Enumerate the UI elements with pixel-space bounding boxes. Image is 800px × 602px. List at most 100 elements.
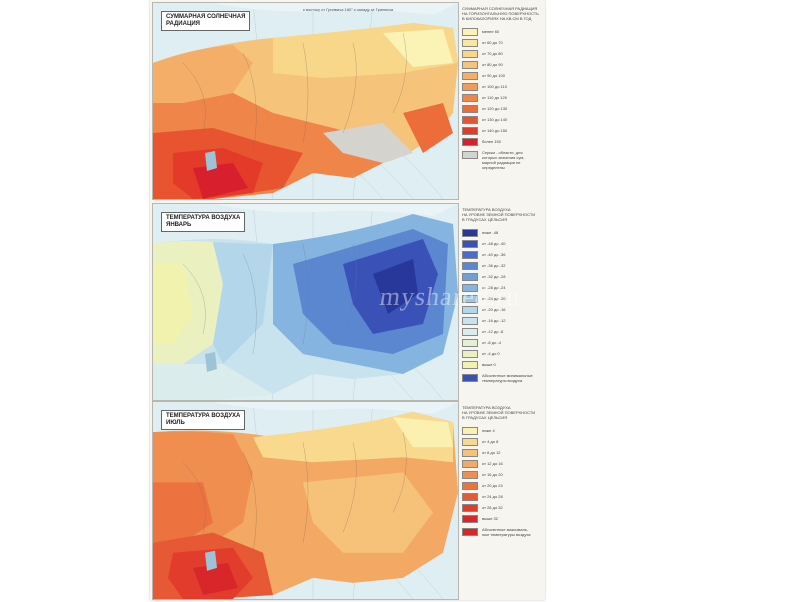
legend-label: более 150 <box>482 139 501 144</box>
legend-item: от -48 до -40 <box>462 239 542 248</box>
legend-swatch <box>462 349 478 358</box>
atlas-page: СУММАРНАЯ СОЛНЕЧНАЯ РАДИАЦИЯ к востоку о… <box>150 0 545 600</box>
legend-label: от 20 до 24 <box>482 483 503 488</box>
legend-item: выше 32 <box>462 514 542 523</box>
legend-label: от 100 до 110 <box>482 84 507 89</box>
panel-solar-radiation: СУММАРНАЯ СОЛНЕЧНАЯ РАДИАЦИЯ к востоку о… <box>150 2 545 200</box>
legend-item: от -28 до -24 <box>462 283 542 292</box>
legend-note: Серым - области, для которых значения су… <box>462 150 542 170</box>
legend-note-line: температуры воздуха <box>482 378 523 383</box>
legend-swatch <box>462 437 478 446</box>
legend-label: от -24 до -20 <box>482 296 506 301</box>
legend-note-swatch <box>462 151 478 159</box>
map-title-line: ЯНВАРЬ <box>166 222 192 228</box>
legend-heading: Суммарная солнечная радиация на горизонт… <box>462 6 542 21</box>
legend-swatch <box>462 137 478 146</box>
legend-heading: Температура воздуха на уровне земной пов… <box>462 207 542 222</box>
legend-label: от 4 до 8 <box>482 439 499 444</box>
legend-heading-line: в градусах Цельсия <box>462 415 508 420</box>
legend-item: выше 0 <box>462 360 542 369</box>
legend-swatch <box>462 60 478 69</box>
legend-item: от 16 до 20 <box>462 470 542 479</box>
legend-item: более 150 <box>462 137 542 146</box>
legend-label: от -36 до -32 <box>482 263 506 268</box>
legend-label: выше 32 <box>482 516 498 521</box>
january-map-graphic <box>153 204 458 400</box>
legend-swatch <box>462 38 478 47</box>
legend-swatch <box>462 294 478 303</box>
legend-item: от -8 до -4 <box>462 338 542 347</box>
legend-note-line: которых значения сум- <box>482 155 525 160</box>
legend-item: от -24 до -20 <box>462 294 542 303</box>
legend-label: от 70 до 80 <box>482 51 503 56</box>
legend-swatch <box>462 492 478 501</box>
legend-item: от -40 до -36 <box>462 250 542 259</box>
legend-rows: ниже -48 от -48 до -40 от -40 до -36 от -36… <box>462 228 542 369</box>
legend-label: от 8 до 12 <box>482 450 501 455</box>
legend-label: от -28 до -24 <box>482 285 506 290</box>
map-title-line: РАДИАЦИЯ <box>166 21 200 27</box>
legend-item: от 28 до 32 <box>462 503 542 512</box>
legend-heading-line: на горизонтальную поверхность <box>462 11 539 16</box>
legend-note-swatch <box>462 374 478 382</box>
january-legend: Температура воздуха на уровне земной пов… <box>462 207 542 403</box>
legend-item: от 110 до 120 <box>462 93 542 102</box>
legend-swatch <box>462 338 478 347</box>
legend-heading-line: Температура воздуха <box>462 207 511 212</box>
legend-item: от -12 до -8 <box>462 327 542 336</box>
legend-swatch <box>462 239 478 248</box>
legend-item: от -16 до -12 <box>462 316 542 325</box>
legend-swatch <box>462 82 478 91</box>
legend-note-line: определены <box>482 165 505 170</box>
legend-label: от 16 до 20 <box>482 472 503 477</box>
watermark: myshared.ru <box>378 282 523 311</box>
legend-swatch <box>462 115 478 124</box>
longitude-note: к востоку от Гринвича 180° к западу от Г… <box>303 7 394 12</box>
legend-item: ниже 4 <box>462 426 542 435</box>
legend-item: от 24 до 28 <box>462 492 542 501</box>
legend-note: Абсолютные минимальные температуры возду… <box>462 373 542 383</box>
legend-label: менее 60 <box>482 29 500 34</box>
legend-swatch <box>462 126 478 135</box>
legend-item: от 8 до 12 <box>462 448 542 457</box>
legend-item: от 100 до 110 <box>462 82 542 91</box>
legend-label: от 140 до 150 <box>482 128 508 133</box>
legend-heading-line: в килокалориях на кв.см в год <box>462 16 532 21</box>
legend-label: от 120 до 130 <box>482 106 508 111</box>
legend-heading: Температура воздуха на уровне земной пов… <box>462 405 542 420</box>
legend-label: от 80 до 90 <box>482 62 503 67</box>
legend-swatch <box>462 327 478 336</box>
solar-radiation-map: СУММАРНАЯ СОЛНЕЧНАЯ РАДИАЦИЯ к востоку о… <box>152 2 459 200</box>
legend-swatch <box>462 261 478 270</box>
july-temperature-map: ТЕМПЕРАТУРА ВОЗДУХА ИЮЛЬ <box>152 401 459 600</box>
legend-swatch <box>462 49 478 58</box>
legend-label: от -48 до -40 <box>482 241 506 246</box>
legend-note: Абсолютные максималь- ные температуры во… <box>462 527 542 537</box>
legend-swatch <box>462 272 478 281</box>
legend-swatch <box>462 426 478 435</box>
legend-label: от 24 до 28 <box>482 494 503 499</box>
legend-item: от -36 до -32 <box>462 261 542 270</box>
panel-january-temperature: ТЕМПЕРАТУРА ВОЗДУХА ЯНВАРЬ Температура в… <box>150 203 545 401</box>
legend-swatch <box>462 481 478 490</box>
legend-rows: менее 60 от 60 до 70 от 70 до 80 от 80 до 9… <box>462 27 542 146</box>
legend-label: от 130 до 140 <box>482 117 508 122</box>
legend-swatch <box>462 71 478 80</box>
legend-label: от 28 до 32 <box>482 505 503 510</box>
panel-july-temperature: ТЕМПЕРАТУРА ВОЗДУХА ИЮЛЬ Температура воз… <box>150 401 545 600</box>
legend-label: от 90 до 100 <box>482 73 505 78</box>
legend-label: от -16 до -12 <box>482 318 506 323</box>
legend-label: от -8 до -4 <box>482 340 501 345</box>
legend-label: от -4 до 0 <box>482 351 500 356</box>
legend-label: от 60 до 70 <box>482 40 503 45</box>
legend-note-line: Серым - области, для <box>482 150 523 155</box>
legend-label: ниже -48 <box>482 230 499 235</box>
map-title: ТЕМПЕРАТУРА ВОЗДУХА ИЮЛЬ <box>161 410 246 430</box>
legend-swatch <box>462 283 478 292</box>
legend-label: выше 0 <box>482 362 496 367</box>
legend-item: от 80 до 90 <box>462 60 542 69</box>
map-title: СУММАРНАЯ СОЛНЕЧНАЯ РАДИАЦИЯ <box>161 11 251 31</box>
legend-label: от 110 до 120 <box>482 95 507 100</box>
map-title-line: ТЕМПЕРАТУРА ВОЗДУХА <box>166 215 241 221</box>
legend-note-line: ные температуры воздуха <box>482 532 531 537</box>
